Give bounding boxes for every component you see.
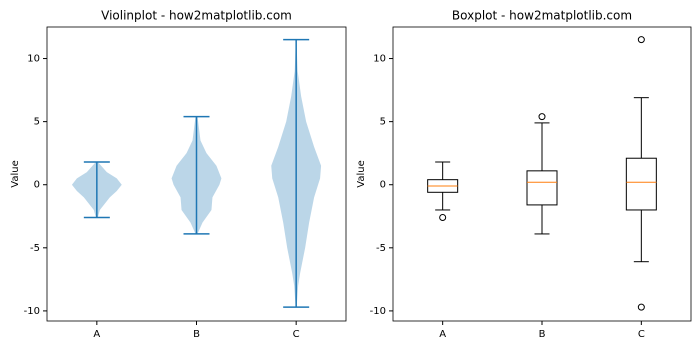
chart-title: Boxplot - how2matplotlib.com bbox=[452, 9, 632, 23]
y-tick-label: 0 bbox=[34, 180, 40, 191]
box bbox=[526, 170, 558, 206]
flier bbox=[637, 303, 645, 311]
y-tick-label: 5 bbox=[380, 117, 386, 128]
x-tick-label: A bbox=[93, 329, 100, 340]
y-tick-label: -10 bbox=[370, 306, 386, 317]
box bbox=[625, 157, 657, 211]
x-tick-label: A bbox=[439, 329, 446, 340]
y-tick-label: 0 bbox=[380, 180, 386, 191]
axes-frame bbox=[392, 26, 692, 322]
flier bbox=[439, 214, 447, 222]
y-tick-label: 5 bbox=[34, 117, 40, 128]
y-tick-label: -10 bbox=[24, 306, 40, 317]
y-tick-label: -5 bbox=[30, 243, 40, 254]
chart-title: Violinplot - how2matplotlib.com bbox=[101, 9, 292, 23]
x-tick-label: C bbox=[638, 329, 645, 340]
y-tick-label: -5 bbox=[376, 243, 386, 254]
flier bbox=[637, 36, 645, 44]
x-tick-label: B bbox=[193, 329, 200, 340]
y-axis-label: Value bbox=[356, 160, 367, 187]
y-tick-label: 10 bbox=[27, 54, 40, 65]
y-axis-label: Value bbox=[10, 160, 21, 187]
x-tick-label: B bbox=[539, 329, 546, 340]
y-tick-label: 10 bbox=[373, 54, 386, 65]
axes-frame bbox=[46, 26, 347, 322]
flier bbox=[538, 113, 546, 121]
x-tick-label: C bbox=[293, 329, 300, 340]
